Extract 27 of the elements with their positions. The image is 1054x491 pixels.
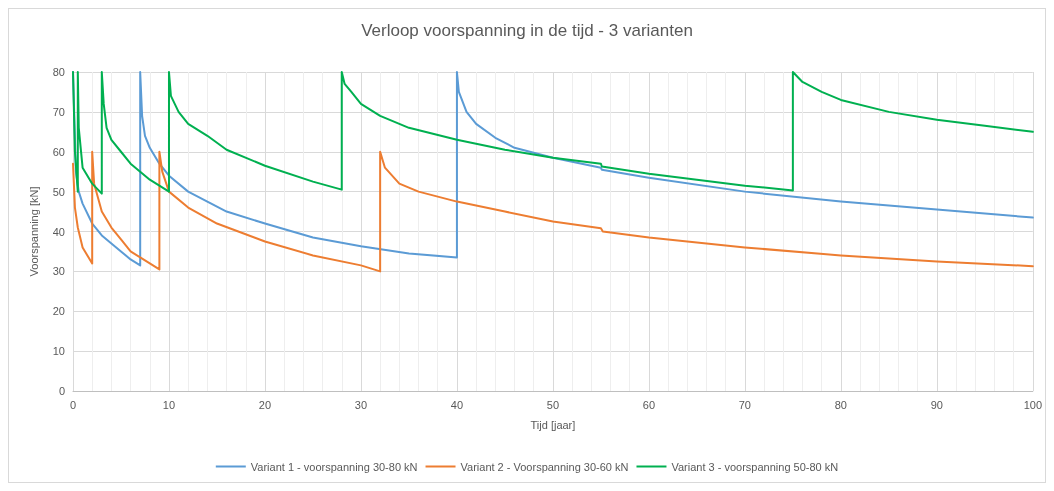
x-tick-label: 50 [546,398,560,411]
x-tick-label: 30 [354,398,368,411]
x-tick-label: 10 [162,398,176,411]
line-series [72,150,1034,273]
x-tick-label: 90 [930,398,943,411]
y-tick-label: 60 [52,145,65,158]
legend-label: Variant 2 - Voorspanning 30-60 kN [460,460,629,473]
y-tick-label: 50 [52,185,65,198]
legend-label: Variant 3 - voorspanning 50-80 kN [671,460,839,473]
x-tick-label: 80 [834,398,847,411]
x-tick-label: 0 [69,398,77,411]
y-tick-label: 40 [52,225,65,238]
y-tick-label: 80 [52,66,65,78]
y-tick-label: 0 [58,385,65,397]
x-tick-label: 60 [642,398,656,411]
y-tick-label: 70 [52,105,65,118]
chart-title: Verloop voorspanning in de tijd - 3 varianten [361,21,693,40]
y-tick-label: 10 [52,345,65,358]
legend-label: Variant 1 - voorspanning 30-80 kN [250,460,418,473]
x-tick-label: 20 [258,398,272,411]
x-tick-label: 70 [738,398,751,411]
x-axis-title: Tijd [jaar] [530,418,576,431]
x-tick-label: 40 [450,398,464,411]
y-axis-title: Voorspanning [kN] [27,186,40,277]
x-tick-label: 100 [1023,398,1042,411]
y-tick-label: 30 [52,265,65,278]
y-tick-label: 20 [52,305,65,318]
